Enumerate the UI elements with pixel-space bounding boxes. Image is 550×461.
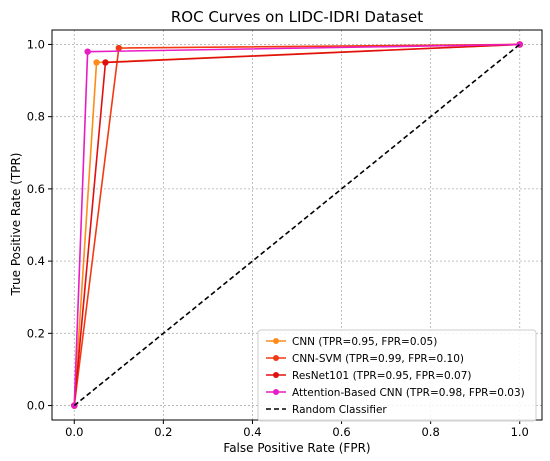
y-tick-label: 0.6 xyxy=(27,182,45,196)
y-tick-label: 0.8 xyxy=(27,110,45,124)
legend: CNN (TPR=0.95, FPR=0.05) CNN-SVM (TPR=0.9… xyxy=(257,329,537,422)
legend-marker-2 xyxy=(273,372,279,378)
series-layer xyxy=(71,41,523,409)
y-tick-label: 0.2 xyxy=(27,326,45,340)
axes: 0.0 0.2 0.4 0.6 0.8 1.0 0.0 0.2 0.4 0.6 0.8 1.0 xyxy=(27,37,529,439)
y-tick-label: 0.4 xyxy=(27,254,45,268)
legend-box xyxy=(257,329,537,422)
legend-marker-0 xyxy=(273,338,279,344)
x-tick-label: 0.2 xyxy=(154,425,172,439)
x-tick-label: 1.0 xyxy=(511,425,529,439)
legend-label-3: Attention-Based CNN (TPR=0.98, FPR=0.03) xyxy=(292,387,525,399)
legend-label-2: ResNet101 (TPR=0.95, FPR=0.07) xyxy=(292,370,472,382)
x-tick-label: 0.8 xyxy=(421,425,439,439)
series-point-3 xyxy=(84,48,91,55)
x-tick-label: 0.6 xyxy=(332,425,350,439)
legend-label-0: CNN (TPR=0.95, FPR=0.05) xyxy=(292,336,437,348)
series-point-0 xyxy=(93,59,100,66)
series-point-2 xyxy=(102,59,109,66)
y-axis-label: True Positive Rate (TPR) xyxy=(9,153,23,297)
x-tick-label: 0.4 xyxy=(243,425,261,439)
y-tick-label: 0.0 xyxy=(27,399,45,413)
x-axis-label: False Positive Rate (FPR) xyxy=(223,441,370,455)
legend-marker-1 xyxy=(273,355,279,361)
x-tick-label: 0.0 xyxy=(65,425,83,439)
legend-marker-3 xyxy=(273,389,279,395)
chart-title: ROC Curves on LIDC-IDRI Dataset xyxy=(171,8,423,26)
y-tick-label: 1.0 xyxy=(27,37,45,51)
legend-label-4: Random Classifier xyxy=(292,404,387,416)
legend-label-1: CNN-SVM (TPR=0.99, FPR=0.10) xyxy=(292,353,464,365)
series-point-1 xyxy=(115,44,123,52)
